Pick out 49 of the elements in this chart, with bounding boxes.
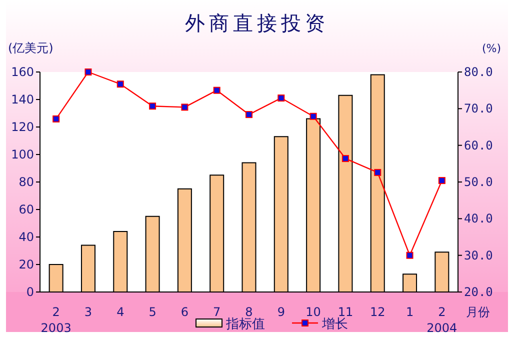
x-tick-label: 2 bbox=[52, 305, 60, 319]
y2-tick-label: 40.0 bbox=[464, 212, 493, 226]
y2-tick-label: 30.0 bbox=[464, 248, 493, 262]
y-tick-label: 40 bbox=[18, 230, 34, 244]
point bbox=[374, 168, 382, 176]
y2-tick-label: 70.0 bbox=[464, 102, 493, 116]
chart-title: 外商直接投资 bbox=[185, 11, 329, 35]
y-tick-label: 80 bbox=[18, 175, 34, 189]
y-axis-title: (亿美元) bbox=[8, 41, 54, 55]
y2-tick-label: 60.0 bbox=[464, 138, 493, 152]
y2-tick-label: 20.0 bbox=[464, 285, 493, 299]
x-tick-label: 6 bbox=[180, 305, 189, 319]
x-tick-label: 2 bbox=[438, 305, 446, 319]
x-axis-title: 月份 bbox=[466, 305, 490, 319]
point bbox=[84, 68, 92, 76]
point bbox=[310, 112, 317, 120]
y2-tick-label: 80.0 bbox=[464, 65, 493, 79]
y-tick-label: 160 bbox=[11, 65, 34, 79]
point bbox=[438, 177, 446, 184]
x-tick-label: 3 bbox=[84, 305, 92, 319]
x-tick-label: 1 bbox=[406, 305, 414, 319]
x-tick-label: 10 bbox=[306, 305, 321, 319]
point bbox=[116, 80, 124, 88]
y-tick-label: 120 bbox=[11, 120, 34, 134]
y-tick-label: 100 bbox=[11, 148, 34, 162]
x-tick-label: 4 bbox=[116, 305, 124, 319]
point bbox=[213, 86, 220, 94]
x-tick-label: 12 bbox=[370, 305, 386, 319]
y-tick-label: 60 bbox=[18, 202, 34, 216]
legend-label: 增长 bbox=[321, 317, 348, 332]
point bbox=[52, 115, 60, 122]
text: 2003 bbox=[40, 321, 72, 335]
y-tick-label: 0 bbox=[26, 285, 34, 299]
x-tick-label: 9 bbox=[277, 305, 285, 319]
x-tick-label: 8 bbox=[245, 305, 253, 319]
y-tick-label: 20 bbox=[18, 258, 34, 272]
point bbox=[181, 104, 188, 111]
point bbox=[246, 111, 252, 118]
point bbox=[278, 94, 285, 102]
x-tick-label: 7 bbox=[213, 305, 221, 319]
y2-axis-title: (%) bbox=[482, 42, 502, 55]
x-tick-label: 5 bbox=[148, 305, 156, 319]
y-tick-label: 140 bbox=[11, 92, 34, 106]
point bbox=[342, 155, 349, 162]
legend-label: 指标值 bbox=[225, 317, 265, 332]
point bbox=[149, 102, 156, 110]
point bbox=[406, 252, 414, 259]
text: 2004 bbox=[426, 321, 458, 335]
y2-tick-label: 50.0 bbox=[464, 175, 493, 189]
